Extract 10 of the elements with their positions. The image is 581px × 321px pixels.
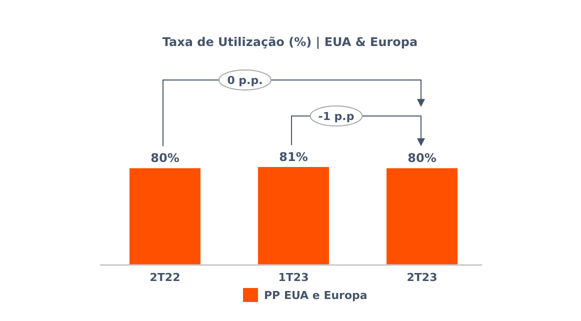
- x-tick-label: 1T23: [278, 271, 309, 284]
- x-tick-label: 2T23: [406, 271, 438, 284]
- chart-title: Taxa de Utilização (%) | EUA & Europa: [162, 35, 418, 49]
- data-label: 81%: [279, 150, 308, 164]
- x-tick-label: 2T22: [150, 271, 180, 284]
- legend-label: PP EUA e Europa: [264, 289, 368, 302]
- text: -1 p.p: [318, 110, 354, 123]
- text: 0 p.p.: [227, 74, 263, 87]
- data-label: 80%: [150, 151, 180, 166]
- data-label: 80%: [408, 151, 436, 166]
